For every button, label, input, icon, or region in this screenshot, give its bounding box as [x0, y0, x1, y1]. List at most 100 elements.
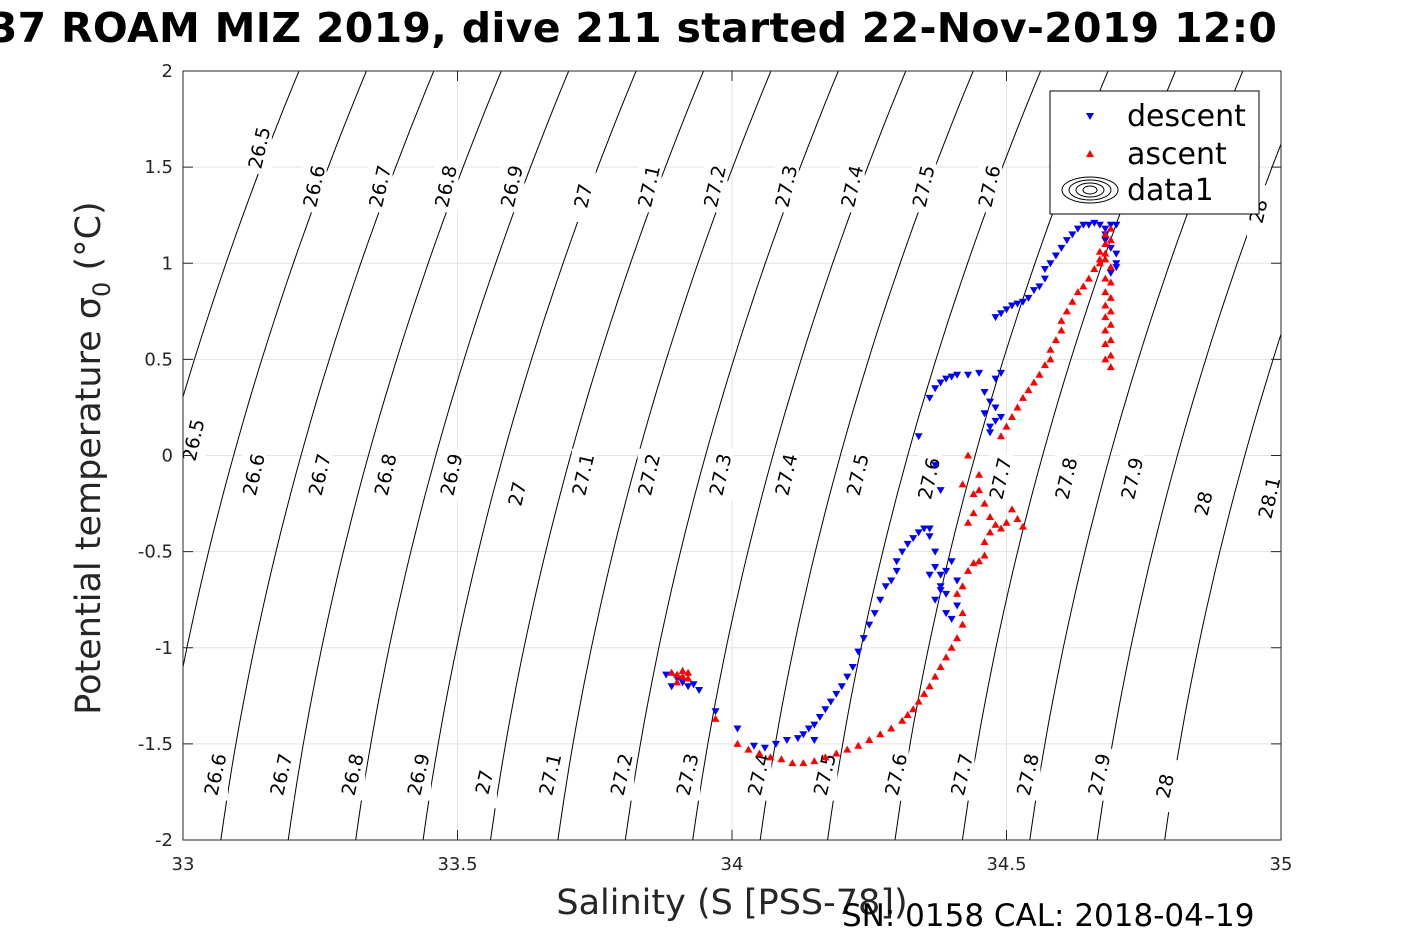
point-ascent — [1095, 259, 1104, 267]
point-descent — [1046, 260, 1055, 268]
legend-marker-descent — [1086, 113, 1094, 120]
point-ascent — [678, 672, 687, 680]
point-descent — [942, 567, 951, 575]
point-descent — [942, 375, 951, 383]
point-ascent — [969, 509, 978, 517]
isopycnal-label-mask — [637, 448, 662, 501]
legend-marker-contour — [1061, 176, 1119, 204]
isopycnal-label-mask — [978, 160, 1003, 213]
y-tick-label: -1 — [155, 638, 173, 659]
point-ascent — [1106, 320, 1115, 328]
isopycnal-line — [287, 71, 502, 840]
isopycnal-label-mask — [846, 448, 871, 501]
point-descent — [815, 713, 824, 721]
point-descent — [1018, 298, 1027, 306]
point-ascent — [1106, 293, 1115, 301]
isopycnal-label-mask — [571, 448, 596, 501]
y-axis-label-symbol: σ — [69, 297, 109, 319]
point-descent — [947, 615, 956, 623]
isopycnal-label-mask — [308, 448, 333, 501]
point-ascent — [1106, 224, 1115, 232]
point-descent — [821, 706, 830, 714]
y-tick-label: 2 — [162, 61, 173, 82]
isopycnal-label-mask — [505, 467, 530, 520]
isopycnal-label-mask — [538, 748, 563, 801]
point-ascent — [1057, 326, 1066, 334]
x-tick-label: 34 — [721, 854, 744, 875]
point-descent — [914, 433, 923, 441]
legend-label: ascent — [1127, 137, 1227, 172]
point-ascent — [958, 582, 967, 590]
point-descent — [804, 725, 813, 733]
point-descent — [1035, 283, 1044, 291]
point-ascent — [975, 486, 984, 494]
point-ascent — [1013, 514, 1022, 522]
isopycnal-label-mask — [302, 160, 327, 213]
isopycnal-label: 27 — [570, 182, 597, 211]
point-ascent — [997, 432, 1006, 440]
point-descent — [964, 371, 973, 379]
point-ascent — [909, 705, 918, 713]
point-ascent — [843, 745, 852, 753]
axis-ticks: 33 33.5 34 34.5 35 -2 -1.5 -1 -0.5 0 0.5 1 1.5 2 — [138, 61, 1293, 875]
point-descent — [925, 533, 934, 541]
point-ascent — [986, 513, 995, 521]
point-ascent — [986, 528, 995, 536]
point-descent — [936, 487, 945, 495]
point-ascent — [1101, 255, 1110, 263]
x-axis-label: Salinity (S [PSS-78]) — [556, 883, 907, 923]
isopycnal-label: 27 — [504, 480, 531, 509]
point-ascent — [673, 678, 682, 686]
isopycnal-label-mask — [1016, 748, 1041, 801]
point-ascent — [876, 730, 885, 738]
point-ascent — [799, 759, 808, 767]
point-descent — [991, 375, 1000, 383]
point-descent — [986, 423, 995, 431]
point-ascent — [1084, 274, 1093, 282]
isopycnal-label-mask — [917, 452, 942, 505]
point-ascent — [936, 662, 945, 670]
point-descent — [749, 742, 758, 750]
point-descent — [936, 587, 945, 595]
point-ascent — [1046, 345, 1055, 353]
footer-calibration: SN: 0158 CAL: 2018-04-19 — [842, 898, 1255, 934]
y-tick-label: 0 — [162, 446, 173, 467]
point-descent — [887, 577, 896, 585]
point-descent — [1112, 221, 1121, 229]
point-descent — [711, 708, 720, 716]
point-ascent — [1101, 230, 1110, 238]
isopycnal-label-mask — [247, 121, 272, 174]
point-ascent — [1106, 263, 1115, 271]
point-descent — [1112, 264, 1121, 272]
point-ascent — [964, 451, 973, 459]
isopycnal-label-mask — [1258, 471, 1283, 524]
isopycnal-label-mask — [269, 748, 294, 801]
point-descent — [826, 698, 835, 706]
point-descent — [810, 721, 819, 729]
isopycnal-line — [692, 71, 907, 840]
isopycnal-label: 27 — [472, 768, 499, 797]
point-descent — [997, 369, 1006, 377]
point-ascent — [684, 674, 693, 682]
isopycnal-labels: 26.526.6 26.7 26.8 26.9 27 27.1 27.2 27.3 27.4 27… — [179, 121, 1285, 813]
point-ascent — [958, 609, 967, 617]
isopycnal-label: 28 — [1191, 489, 1218, 518]
isopycnal-label-mask — [472, 756, 497, 809]
isopycnal-line — [220, 71, 435, 840]
point-ascent — [667, 668, 676, 676]
point-descent — [865, 621, 874, 629]
y-axis-label-text: Potential temperature — [69, 330, 109, 714]
point-ascent — [969, 489, 978, 497]
x-tick-label: 35 — [1270, 854, 1293, 875]
y-tick-label: 0.5 — [144, 349, 173, 370]
isopycnal-label-mask — [989, 452, 1014, 505]
point-ascent — [1040, 361, 1049, 369]
point-ascent — [733, 739, 742, 747]
point-ascent — [1095, 255, 1104, 263]
point-descent — [1051, 252, 1060, 260]
point-ascent — [777, 755, 786, 763]
x-tick-label: 33 — [172, 854, 195, 875]
point-ascent — [914, 697, 923, 705]
